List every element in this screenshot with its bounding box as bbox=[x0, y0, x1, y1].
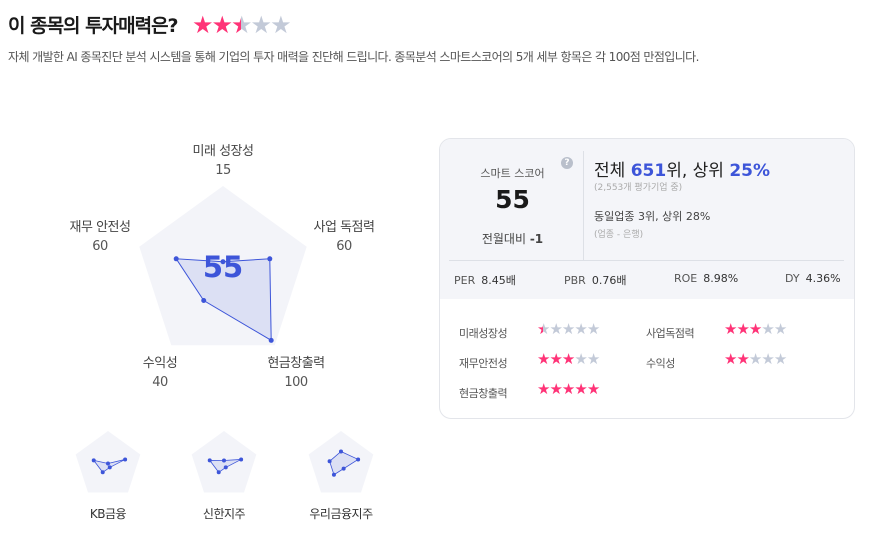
data-point bbox=[123, 457, 128, 462]
data-point bbox=[339, 449, 343, 454]
star-icon: ★ bbox=[561, 380, 575, 398]
peer-radar bbox=[191, 431, 257, 493]
main-radar bbox=[139, 186, 307, 346]
star-icon: ★ bbox=[549, 320, 562, 338]
page-title: 이 종목의 투자매력은? bbox=[8, 15, 179, 37]
metric-roe: ROE 8.98% bbox=[674, 272, 739, 285]
star-icon: ★ bbox=[586, 380, 600, 398]
data-point bbox=[220, 259, 226, 265]
data-point bbox=[223, 465, 228, 470]
star-icon: ★ bbox=[736, 350, 749, 368]
peer-radar bbox=[308, 431, 374, 493]
smart-score-value: 55 bbox=[495, 185, 530, 214]
rank-sub: (2,553개 평가기업 중) bbox=[594, 183, 683, 193]
axis-label-moat: 사업 독점력 60 bbox=[313, 220, 375, 254]
star-icon: ★ bbox=[574, 320, 587, 338]
rating-stars-growth: ★★★★★ bbox=[537, 320, 600, 338]
rating-label-growth: 미래성장성 bbox=[459, 327, 508, 340]
data-point bbox=[173, 256, 179, 262]
pentagon-background bbox=[308, 431, 374, 493]
data-point bbox=[331, 472, 336, 477]
rating-stars-profit: ★★★★★ bbox=[724, 350, 787, 368]
smart-score-card: 스마트 스코어 ? 55 전월대비 -1 전체 651위, 상위 25% (2,… bbox=[439, 138, 855, 419]
star-icon: ★ bbox=[537, 380, 550, 398]
rating-stars-stability: ★★★★★ bbox=[537, 350, 600, 368]
data-point bbox=[107, 465, 112, 470]
star-icon: ★ bbox=[231, 11, 252, 39]
data-polygon bbox=[329, 451, 359, 476]
star-icon: ★ bbox=[724, 320, 737, 338]
star-icon: ★ bbox=[574, 350, 587, 368]
peer-shinhan[interactable]: 신한지주 bbox=[202, 507, 246, 521]
radar-score: 55 bbox=[203, 250, 243, 284]
metric-per: PER 8.45배 bbox=[454, 274, 516, 287]
industry-rank: 동일업종 3위, 상위 28% bbox=[594, 210, 711, 223]
peer-woori[interactable]: 우리금융지주 bbox=[309, 507, 373, 521]
star-icon: ★ bbox=[537, 320, 550, 338]
star-icon: ★ bbox=[724, 350, 737, 368]
data-point bbox=[267, 256, 273, 262]
pentagon-background bbox=[139, 186, 307, 346]
star-icon: ★ bbox=[761, 350, 774, 368]
data-point bbox=[216, 470, 221, 475]
star-icon: ★ bbox=[561, 320, 575, 338]
rating-stars-moat: ★★★★★ bbox=[724, 320, 787, 338]
overall-rank: 전체 651위, 상위 25% bbox=[594, 161, 771, 181]
star-icon: ★ bbox=[748, 350, 762, 368]
star-icon: ★ bbox=[549, 380, 562, 398]
data-point bbox=[327, 459, 332, 464]
rating-stars-cash: ★★★★★ bbox=[537, 380, 600, 398]
axis-label-stability: 재무 안전성 60 bbox=[69, 220, 131, 254]
data-point bbox=[356, 457, 361, 462]
month-over-month: 전월대비 -1 bbox=[481, 232, 544, 246]
star-icon: ★ bbox=[586, 320, 600, 338]
industry-sub: (업종 - 은행) bbox=[594, 230, 644, 240]
star-icon: ★ bbox=[192, 11, 213, 39]
description: 자체 개발한 AI 종목진단 분석 시스템을 통해 기업의 투자 매력을 진단해… bbox=[8, 50, 699, 64]
star-icon: ★ bbox=[761, 320, 774, 338]
data-point bbox=[341, 466, 346, 471]
star-icon: ★ bbox=[561, 350, 575, 368]
overall-rating-stars: ★★★★★ bbox=[192, 11, 292, 39]
data-point bbox=[106, 461, 110, 466]
data-point bbox=[268, 337, 274, 343]
rating-label-moat: 사업독점력 bbox=[646, 327, 695, 340]
peer-radar bbox=[75, 431, 141, 493]
peer-kb[interactable]: KB금융 bbox=[89, 507, 127, 521]
smart-score-label: 스마트 스코어 bbox=[480, 167, 545, 180]
star-icon: ★ bbox=[574, 380, 587, 398]
data-point bbox=[201, 298, 207, 304]
axis-label-growth: 미래 성장성 15 bbox=[192, 144, 254, 178]
data-point bbox=[100, 470, 105, 475]
axis-label-cash: 현금창출력 100 bbox=[267, 356, 325, 390]
star-icon: ★ bbox=[270, 11, 291, 39]
data-point bbox=[207, 458, 212, 463]
data-point bbox=[239, 457, 244, 462]
metric-pbr: PBR 0.76배 bbox=[564, 274, 627, 287]
star-icon: ★ bbox=[736, 320, 749, 338]
star-icon: ★ bbox=[586, 350, 600, 368]
rating-label-cash: 현금창출력 bbox=[459, 387, 508, 400]
data-point bbox=[222, 458, 226, 463]
star-icon: ★ bbox=[250, 11, 272, 39]
rating-label-profit: 수익성 bbox=[646, 357, 675, 370]
axis-label-profit: 수익성 40 bbox=[142, 356, 178, 390]
rating-label-stability: 재무안전성 bbox=[459, 357, 508, 370]
star-icon: ★ bbox=[773, 320, 787, 338]
data-point bbox=[91, 458, 96, 463]
data-polygon bbox=[175, 258, 272, 342]
star-icon: ★ bbox=[748, 320, 762, 338]
star-icon: ★ bbox=[211, 11, 233, 39]
star-icon: ★ bbox=[773, 350, 787, 368]
metric-dy: DY 4.36% bbox=[785, 272, 841, 285]
star-icon: ★ bbox=[537, 350, 550, 368]
star-icon: ★ bbox=[549, 350, 562, 368]
help-icon[interactable]: ? bbox=[561, 157, 573, 169]
